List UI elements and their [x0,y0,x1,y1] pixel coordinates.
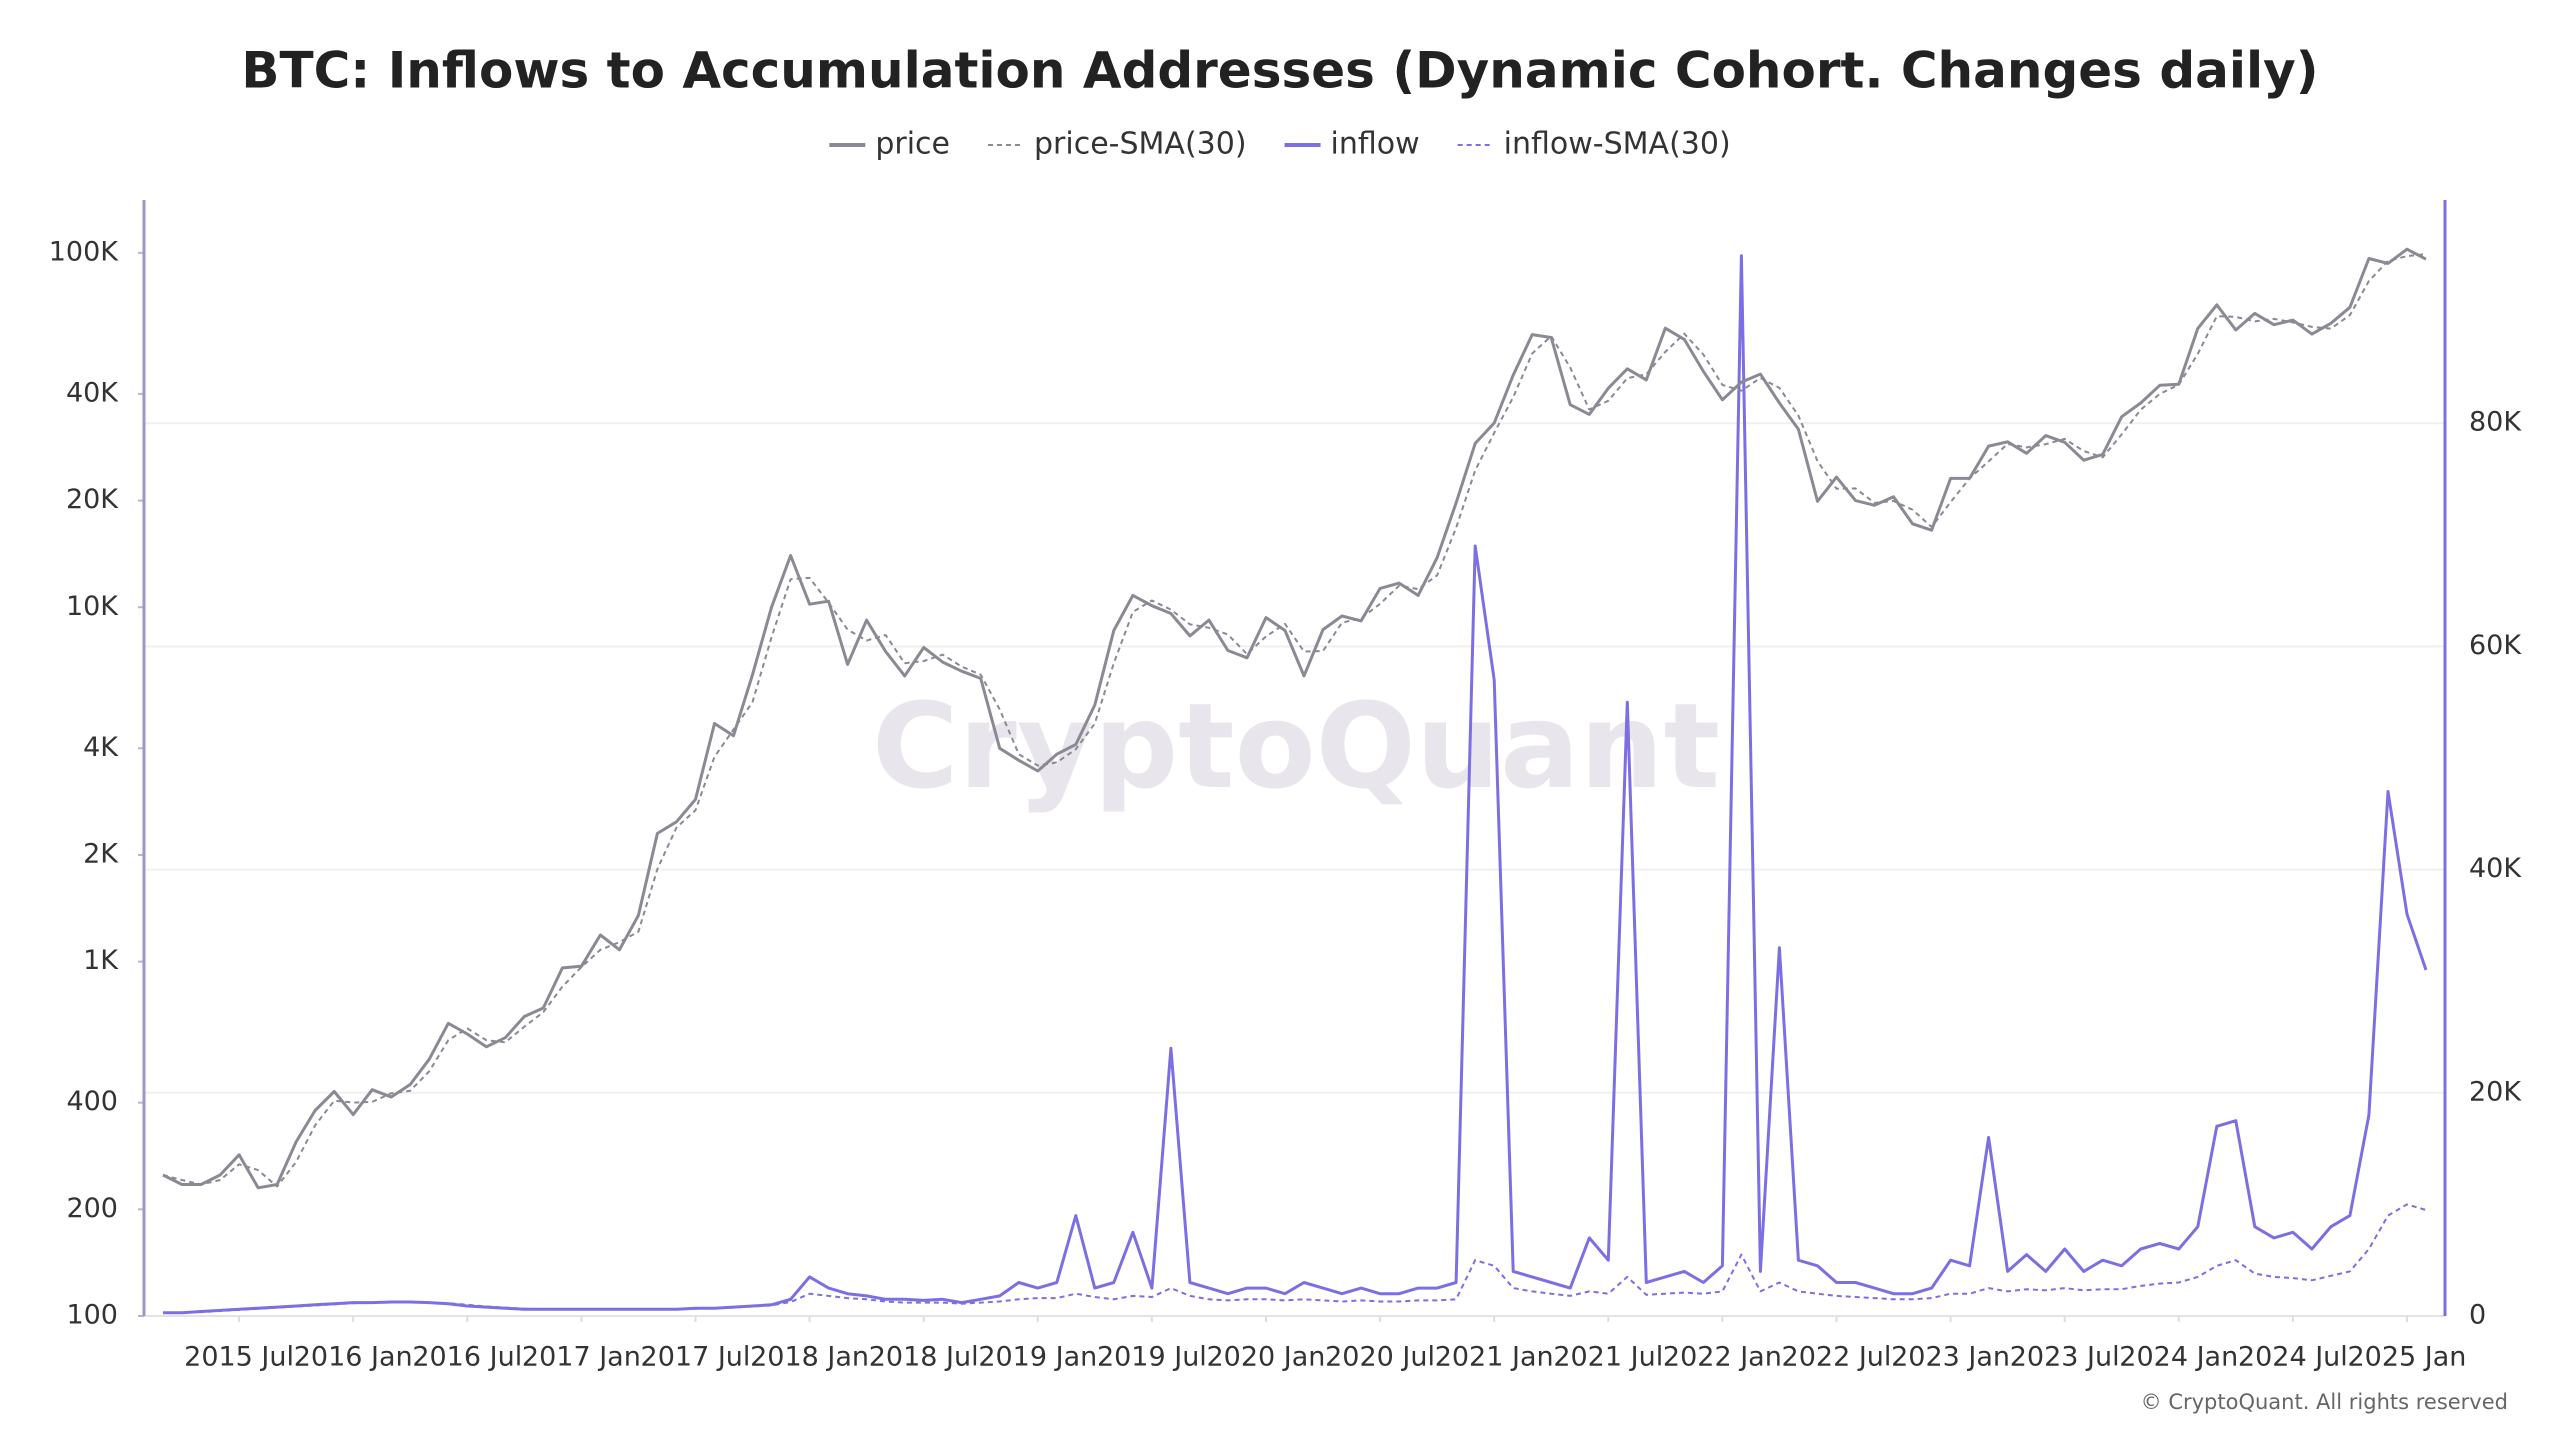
y-tick-label: 100 [66,1300,118,1331]
y2-tick-label: 40K [2469,853,2522,884]
y-tick-label: 40K [66,377,119,408]
series-line [162,247,2427,1190]
series-line [163,1203,2427,1314]
y-tick-label: 400 [66,1086,118,1117]
y-tick-label: 20K [66,484,119,515]
legend-item: price [829,127,950,162]
x-tick-label: 2018 Jan [750,1342,869,1373]
legend-item: inflow-SMA(30) [1457,127,1731,162]
chart-title: BTC: Inflows to Accumulation Addresses (… [241,42,2318,100]
y2-tick-label: 0 [2469,1300,2486,1331]
y2-tick-label: 20K [2469,1076,2522,1107]
legend-label: price-SMA(30) [1034,127,1247,162]
x-tick-label: 2024 Jan [2119,1342,2238,1373]
legend-item: inflow [1284,127,1420,162]
legend: price price-SMA(30) inflow inflow-SMA(30) [829,127,1731,162]
legend-item: price-SMA(30) [988,127,1247,162]
x-tick-label: 2021 Jul [1553,1342,1663,1373]
x-tick-label: 2018 Jul [869,1342,979,1373]
x-tick-label: 2020 Jul [1325,1342,1435,1373]
series-line [163,254,2428,1315]
x-tick-label: 2023 Jul [2010,1342,2120,1373]
legend-label: price [875,127,950,162]
x-tick-label: 2024 Jul [2238,1342,2348,1373]
x-tick-label: 2016 Jul [412,1342,522,1373]
y-tick-label: 1K [83,945,119,976]
x-tick-label: 2019 Jan [978,1342,1097,1373]
x-tick-label: 2022 Jul [1782,1342,1892,1373]
x-tick-label: 2022 Jan [1663,1342,1782,1373]
x-tick-label: 2019 Jul [1097,1342,1207,1373]
x-tick-label: 2021 Jan [1435,1342,1554,1373]
legend-label: inflow [1331,127,1420,162]
y-tick-label: 200 [66,1193,118,1224]
y2-tick-label: 60K [2469,630,2522,661]
x-tick-label: 2017 Jan [522,1342,641,1373]
y-tick-label: 100K [49,236,120,267]
x-tick-label: 2016 Jan [294,1342,413,1373]
legend-label: inflow-SMA(30) [1504,127,1731,162]
x-tick-label: 2023 Jan [1891,1342,2010,1373]
x-tick-label: 2025 Jan [2348,1342,2467,1373]
x-tick-label: 2020 Jan [1207,1342,1326,1373]
y-tick-label: 10K [66,591,119,622]
footer: © CryptoQuant. All rights reserved [2141,1390,2508,1414]
y-tick-label: 4K [83,732,119,763]
x-tick-label: 2015 Jul [184,1342,294,1373]
watermark: CryptoQuant [872,677,1720,815]
y-tick-label: 2K [83,838,119,869]
x-tick-label: 2017 Jul [641,1342,751,1373]
y2-tick-label: 80K [2469,407,2522,438]
